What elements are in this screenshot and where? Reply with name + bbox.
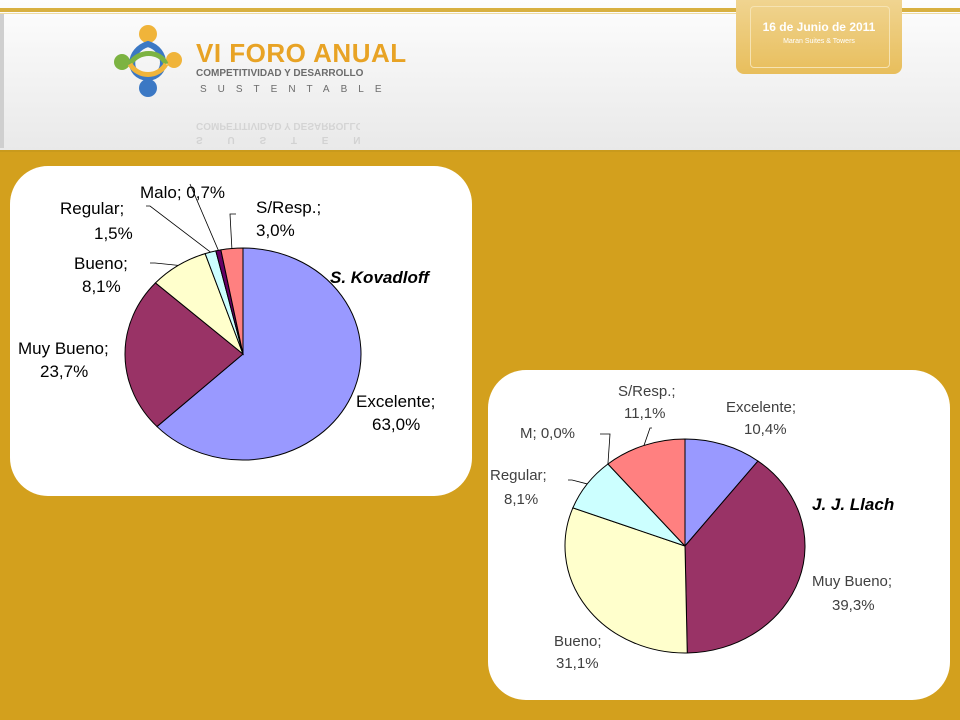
slice-label: Muy Bueno; [812,573,892,590]
header-accent-line-thin [0,13,960,14]
slice-label: Excelente; [726,399,796,416]
slice-label: Malo; 0,7% [140,183,225,202]
slice-value: 11,1% [624,405,665,422]
slice-label: Muy Bueno; [18,339,109,358]
logo-subtitle: COMPETITIVIDAD Y DESARROLLO [196,68,364,79]
leader-line [146,205,211,253]
event-date: 16 de Junio de 2011 [762,20,876,34]
slice-value: 23,7% [40,362,88,381]
pie-slice-muy-bueno [684,460,806,654]
pie-slice-excelente [156,247,362,461]
slice-label: M; 0,0% [520,425,575,442]
leader-line [643,427,652,446]
header-accent-line [0,8,960,12]
forum-logo-icon [114,25,182,97]
leader-line [189,183,219,251]
chart-panel-llach: J. J. Llach Excelente; 10,4% Muy Bueno; … [488,370,950,700]
header-banner: VI FORO ANUAL COMPETITIVIDAD Y DESARROLL… [0,0,960,152]
slice-label: Bueno; [74,254,128,273]
slice-value: 8,1% [82,277,121,296]
logo-title: VI FORO ANUAL [196,38,407,68]
pie-slice-excelente [684,438,759,548]
leader-line [568,479,588,485]
forum-logo-reflection: S U S T E N T A B L E COMPETITIVIDAD Y D… [196,120,360,145]
slice-value: 3,0% [256,221,295,240]
chart-title: J. J. Llach [812,495,894,514]
slice-label: Excelente; [356,392,435,411]
slice-value: 63,0% [372,415,420,434]
slice-label: Bueno; [554,633,602,650]
event-venue: Maran Suites & Towers [783,38,855,45]
event-date-badge: 16 de Junio de 2011 Maran Suites & Tower… [736,0,902,74]
pie-slice-muy-bueno [124,282,244,428]
date-badge-frame [750,6,890,68]
slice-value: 8,1% [504,491,538,508]
leader-line [150,262,179,266]
leader-line [600,433,611,465]
slice-value: 39,3% [832,597,875,614]
slice-label: Regular; [60,199,124,218]
pie-chart-kovadloff: S. Kovadloff Excelente; 63,0% Muy Bueno;… [18,183,435,461]
slice-value: 31,1% [556,655,599,672]
leader-line [229,213,236,249]
slice-value: 1,5% [94,224,133,243]
chart-panel-kovadloff: S. Kovadloff Excelente; 63,0% Muy Bueno;… [10,166,472,496]
slice-label: S/Resp.; [618,383,676,400]
pie-slice-bueno [564,507,688,654]
chart-title: S. Kovadloff [330,268,431,287]
slice-value: 10,4% [744,421,787,438]
logo-subtitle-2: SUSTENTABLE [200,84,393,95]
slice-label: Regular; [490,467,547,484]
forum-logo: VI FORO ANUAL COMPETITIVIDAD Y DESARROLL… [108,20,406,150]
header-side-divider [0,14,4,148]
slice-label: S/Resp.; [256,198,321,217]
pie-chart-llach: J. J. Llach Excelente; 10,4% Muy Bueno; … [490,383,894,672]
